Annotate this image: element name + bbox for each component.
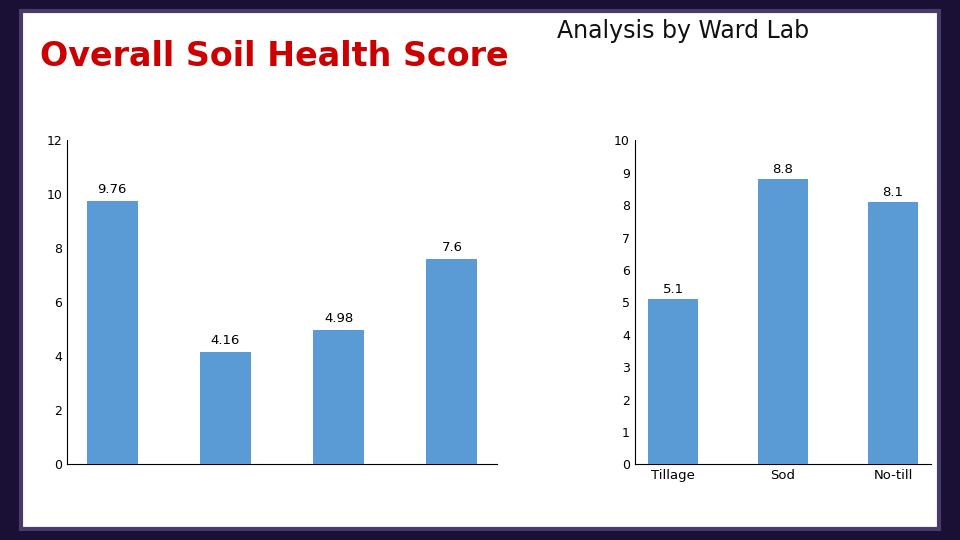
Bar [200, 352, 251, 464]
Text: Overall Soil Health Score: Overall Soil Health Score [40, 40, 509, 73]
Text: 5.1: 5.1 [662, 283, 684, 296]
Bar [758, 179, 807, 464]
Bar [868, 202, 918, 464]
Text: 9.76: 9.76 [98, 183, 127, 196]
Text: CFAES: CFAES [50, 477, 141, 503]
Text: 4.16: 4.16 [211, 334, 240, 347]
Bar [426, 259, 477, 464]
Bar [86, 201, 137, 464]
Text: 8.1: 8.1 [882, 186, 903, 199]
Text: Analysis by Ward Lab: Analysis by Ward Lab [557, 19, 809, 43]
Text: 7.6: 7.6 [442, 241, 463, 254]
Bar [313, 330, 364, 464]
Bar [648, 299, 698, 464]
Text: 8.8: 8.8 [773, 163, 794, 176]
Text: 4.98: 4.98 [324, 312, 353, 325]
